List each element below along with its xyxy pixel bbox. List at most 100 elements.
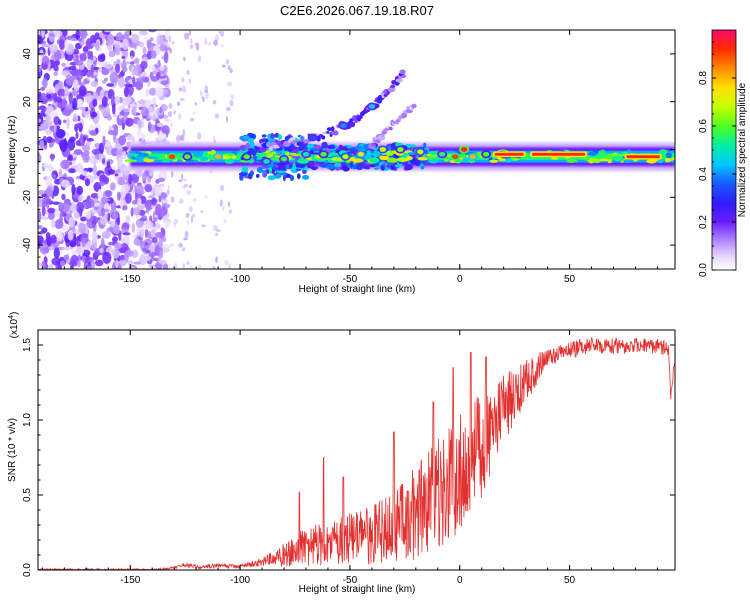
noise-speckle [38,118,42,123]
noise-speckle [117,216,121,226]
band-blob [390,164,396,171]
noise-speckle [214,113,219,119]
noise-speckle [131,136,135,144]
noise-speckle [75,140,82,146]
noise-speckle [79,132,84,144]
band-cell [193,151,203,158]
noise-speckle [38,230,45,235]
band-cell [297,158,309,164]
noise-speckle [148,170,154,177]
noise-speckle [42,77,48,89]
band-cell [253,155,258,160]
noise-speckle [114,63,121,74]
y-tick-label: -20 [22,190,33,205]
noise-speckle [62,246,71,251]
noise-speckle [86,241,92,250]
noise-speckle [107,169,116,175]
band-blob [256,167,263,173]
noise-speckle [38,195,42,203]
noise-speckle [146,39,152,50]
noise-speckle [107,220,113,225]
upper-branch-blob [387,86,396,93]
band-cell [591,158,602,163]
noise-speckle [122,232,131,236]
noise-speckle [159,192,168,199]
x-tick-label: 50 [564,274,576,285]
noise-speckle [119,259,127,267]
noise-speckle [147,195,155,199]
noise-speckle [163,52,169,64]
noise-speckle [164,30,170,41]
highlight-blob [417,149,424,155]
upper-branch-blob [383,93,388,97]
noise-speckle [77,98,84,108]
noise-speckle [212,100,217,105]
noise-speckle [98,181,106,187]
highlight-blob [357,151,365,157]
band-cell [407,152,416,156]
noise-speckle [139,254,147,266]
band-cell [285,151,290,156]
x-tick-label: -100 [230,575,250,586]
noise-speckle [127,260,134,266]
upper-branch-blob [326,127,333,131]
noise-speckle [55,230,64,242]
band-cell [210,149,216,155]
band-cell [428,151,439,156]
noise-speckle [219,199,223,207]
noise-speckle [222,206,225,211]
noise-speckle [74,60,84,66]
colorbar-tick-label: 0.6 [698,119,709,133]
noise-speckle [149,243,154,254]
band-cell [131,156,136,160]
noise-speckle [106,33,115,46]
noise-speckle [86,71,92,78]
noise-speckle [79,53,87,62]
band-blob [243,135,250,140]
band-cell [266,153,274,158]
band-blob [369,164,375,168]
noise-speckle [92,164,98,177]
noise-speckle [167,184,170,192]
noise-speckle [183,237,188,241]
noise-speckle [93,202,100,207]
noise-speckle [119,197,124,209]
band-blob [420,160,426,165]
band-blob [309,147,317,151]
noise-speckle [139,229,145,238]
band-blob [292,162,296,170]
snr-exponent-label: (x104) [8,312,20,339]
noise-speckle [165,84,170,89]
noise-speckle [108,50,116,58]
noise-speckle [132,76,136,85]
noise-speckle [221,44,224,47]
band-cell [672,157,675,161]
upper-branch-blob [259,147,267,153]
noise-speckle [158,238,163,249]
noise-speckle [113,60,117,67]
noise-speckle [114,95,121,105]
noise-speckle [126,141,132,148]
noise-speckle [183,183,189,188]
y-tick-label: 0 [22,146,33,152]
noise-speckle [201,96,205,100]
noise-speckle [106,83,115,87]
noise-speckle [112,104,116,115]
noise-speckle [131,249,139,258]
band-cell [199,156,209,162]
noise-speckle [75,201,84,214]
noise-speckle [59,139,68,150]
noise-speckle [71,183,76,196]
noise-speckle [181,85,186,92]
highlight-blob [368,104,376,109]
upper-branch-blob [277,140,281,145]
highlight-blob [379,147,387,152]
noise-speckle [125,117,134,127]
noise-speckle [150,37,154,42]
highlight-blob [168,154,176,160]
highlight-blob [302,151,310,157]
noise-speckle [40,92,47,102]
noise-speckle [61,97,67,109]
snr-exponent-close: ) [9,312,20,315]
noise-speckle [194,42,200,47]
